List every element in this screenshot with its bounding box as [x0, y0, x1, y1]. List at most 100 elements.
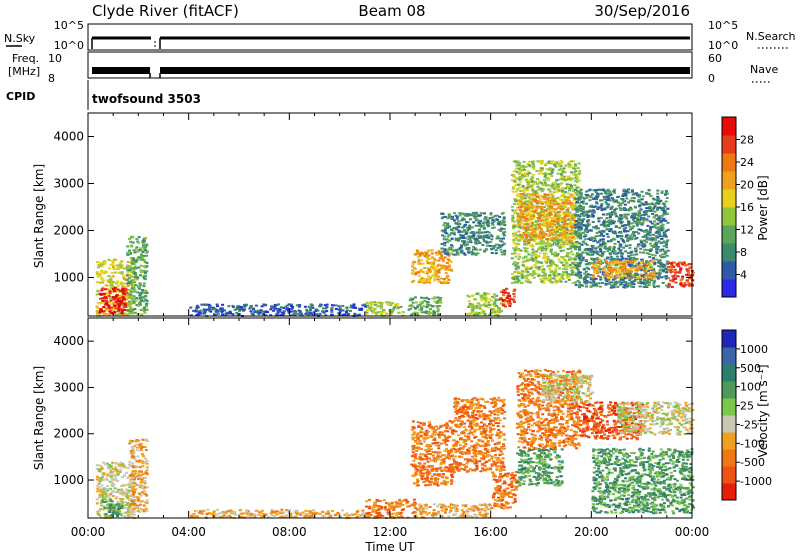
range-cell: [143, 259, 146, 262]
range-cell: [129, 302, 133, 305]
range-cell: [627, 188, 630, 191]
range-cell: [478, 223, 482, 226]
range-cell: [119, 301, 123, 304]
range-cell: [514, 264, 518, 267]
range-cell: [431, 256, 435, 259]
range-cell: [108, 267, 112, 270]
range-cell: [129, 275, 133, 278]
range-cell: [613, 220, 616, 223]
nsky-label: N.Sky: [4, 32, 36, 45]
range-cell: [136, 276, 140, 279]
range-cell: [467, 295, 471, 298]
range-cell: [443, 249, 447, 252]
range-cell: [652, 233, 656, 236]
range-cell: [521, 264, 525, 267]
range-cell: [494, 299, 498, 302]
range-cell: [130, 287, 134, 290]
range-cell: [556, 218, 560, 221]
range-cell: [534, 258, 537, 261]
range-cell: [442, 230, 446, 233]
range-cell: [617, 231, 621, 234]
range-cell: [523, 210, 527, 213]
range-cell: [536, 255, 540, 257]
range-cell: [537, 261, 541, 264]
range-cell: [640, 223, 644, 226]
range-cell: [562, 234, 566, 237]
range-cell: [462, 234, 466, 237]
range-cell: [116, 288, 120, 291]
range-cell: [608, 192, 612, 195]
range-cell: [305, 308, 309, 311]
range-cell: [437, 269, 441, 272]
range-cell: [429, 270, 433, 273]
range-cell: [138, 301, 142, 304]
range-cell: [571, 253, 575, 256]
range-cell: [424, 280, 428, 283]
range-cell: [627, 201, 631, 204]
range-cell: [144, 295, 147, 298]
range-cell: [523, 275, 527, 278]
range-cell: [469, 312, 473, 315]
range-cell: [456, 239, 460, 242]
range-cell: [564, 261, 568, 264]
range-cell: [538, 242, 542, 245]
range-cell: [341, 305, 345, 307]
range-cell: [581, 256, 585, 259]
range-cell: [596, 241, 600, 244]
range-cell: [530, 258, 534, 261]
range-cell: [429, 263, 433, 266]
range-cell: [527, 202, 531, 205]
range-cell: [500, 309, 504, 312]
range-cell: [111, 261, 115, 264]
range-cell: [526, 207, 530, 210]
range-cell: [608, 199, 612, 202]
range-cell: [548, 268, 551, 271]
range-cell: [577, 249, 581, 252]
range-cell: [429, 276, 433, 279]
range-cell: [659, 242, 663, 245]
range-cell: [131, 281, 134, 283]
range-cell: [577, 257, 581, 259]
range-cell: [525, 250, 529, 253]
range-cell: [108, 290, 112, 293]
range-cell: [618, 269, 622, 272]
range-cell: [411, 263, 415, 265]
range-cell: [619, 221, 623, 224]
range-cell: [607, 278, 611, 281]
range-cell: [571, 234, 575, 237]
range-cell: [484, 231, 487, 234]
range-cell: [471, 308, 475, 311]
range-cell: [503, 300, 507, 303]
range-cell: [118, 262, 122, 265]
range-cell: [574, 179, 577, 182]
range-cell: [510, 179, 514, 182]
range-cell: [497, 228, 501, 231]
range-cell: [522, 175, 526, 178]
range-cell: [598, 234, 602, 237]
range-cell: [572, 224, 575, 227]
range-cell: [203, 309, 207, 312]
range-cell: [622, 265, 626, 268]
range-cell: [418, 304, 422, 306]
range-cell: [562, 237, 566, 240]
range-cell: [96, 290, 100, 293]
range-cell: [511, 216, 515, 219]
range-cell: [462, 240, 466, 242]
range-cell: [490, 238, 494, 241]
range-cell: [121, 288, 125, 291]
range-cell: [452, 231, 456, 234]
range-cell: [517, 162, 521, 165]
range-cell: [334, 307, 338, 310]
range-cell: [332, 304, 336, 307]
range-cell: [595, 250, 599, 253]
range-cell: [140, 256, 144, 259]
range-cell: [465, 243, 469, 246]
range-cell: [479, 225, 483, 228]
range-cell: [458, 212, 462, 215]
range-cell: [512, 232, 515, 235]
range-cell: [393, 306, 397, 309]
range-cell: [418, 254, 422, 257]
range-cell: [545, 259, 549, 262]
range-cell: [550, 269, 554, 272]
range-cell: [143, 311, 147, 314]
